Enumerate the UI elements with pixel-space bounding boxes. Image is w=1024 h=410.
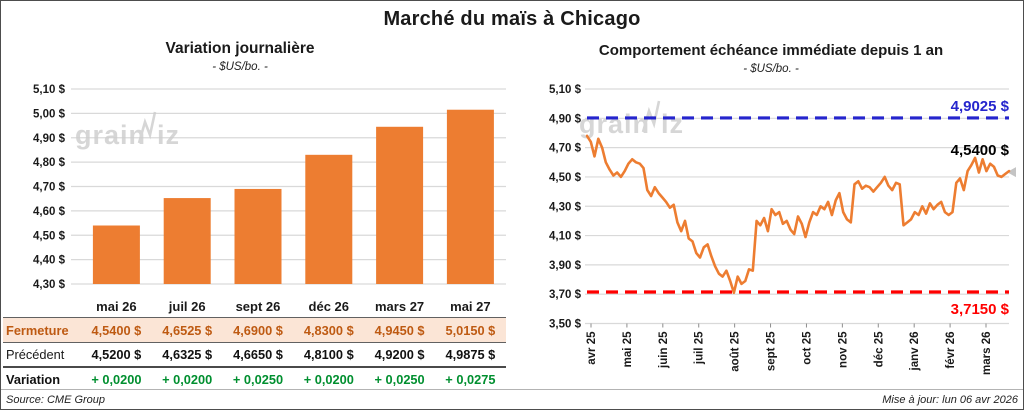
table-cell: 4,5400 $ (91, 322, 142, 338)
svg-text:grain: grain (75, 120, 146, 150)
column-header: mai 27 (450, 298, 491, 314)
svg-text:4,9025 $: 4,9025 $ (951, 98, 1010, 115)
svg-text:sept 25: sept 25 (766, 331, 778, 371)
table-cell: + 0,0200 (91, 372, 142, 387)
svg-text:4,5400 $: 4,5400 $ (951, 142, 1010, 159)
table-cell: 4,6525 $ (162, 322, 213, 338)
svg-text:févr 26: févr 26 (945, 332, 957, 369)
svg-text:4,90 $: 4,90 $ (33, 133, 66, 145)
table-cell: 4,6650 $ (233, 347, 283, 362)
svg-text:janv 26: janv 26 (909, 332, 921, 372)
svg-text:5,00 $: 5,00 $ (33, 108, 66, 120)
update-note: Mise à jour: lun 06 avr 2026 (882, 394, 1018, 406)
row-label: Fermeture (6, 322, 69, 338)
bar-chart: 4,30 $ 4,40 $ 4,50 $ 4,60 $ 4,70 $ 4,80 $ 4,90… (33, 84, 506, 291)
svg-text:août 25: août 25 (730, 331, 742, 372)
table-cell: 4,6325 $ (162, 347, 213, 362)
svg-text:3,70 $: 3,70 $ (549, 289, 582, 301)
column-header: sept 26 (235, 298, 281, 314)
svg-text:4,70 $: 4,70 $ (549, 143, 582, 155)
table-cell: 5,0150 $ (445, 322, 496, 338)
table-cell: + 0,0200 (303, 372, 354, 387)
column-header: juil 26 (168, 298, 206, 314)
row-label: Précédent (6, 347, 65, 362)
table-row-precedent: Précédent 4,5200 $ 4,6325 $ 4,6650 $ 4,8… (3, 343, 506, 368)
table-row-variation: Variation + 0,0200 + 0,0200 + 0,0250 + 0… (3, 368, 506, 391)
svg-text:4,70 $: 4,70 $ (33, 182, 66, 194)
svg-text:5,10 $: 5,10 $ (549, 84, 582, 96)
svg-text:4,50 $: 4,50 $ (549, 172, 582, 184)
table-cell: 4,9875 $ (445, 347, 496, 362)
table-cell: + 0,0250 (232, 372, 284, 387)
svg-text:juin 25: juin 25 (658, 331, 670, 369)
svg-text:grain: grain (579, 109, 650, 139)
line-chart-subtitle: - $US/bo. - (743, 63, 799, 75)
svg-text:3,7150 $: 3,7150 $ (951, 301, 1010, 318)
svg-text:iz: iz (157, 120, 180, 150)
svg-text:nov 25: nov 25 (837, 331, 849, 368)
table-cell: 4,6900 $ (233, 322, 283, 338)
svg-text:mai 25: mai 25 (622, 331, 634, 367)
svg-text:iz: iz (661, 109, 684, 139)
table-cell: + 0,0200 (162, 372, 213, 387)
svg-text:4,30 $: 4,30 $ (33, 279, 66, 291)
svg-text:4,80 $: 4,80 $ (33, 157, 66, 169)
svg-text:avr 25: avr 25 (586, 331, 598, 365)
table-header-row: mai 26 juil 26 sept 26 déc 26 mars 27 ma… (3, 295, 506, 317)
bar-chart-title: Variation journalière (165, 40, 315, 57)
svg-text:3,90 $: 3,90 $ (549, 260, 582, 272)
table-row-fermeture: Fermeture 4,5400 $ 4,6525 $ 4,6900 $ 4,8… (3, 317, 506, 343)
source-note: Source: CME Group (6, 394, 106, 406)
table-cell: 4,9450 $ (374, 322, 425, 338)
table-cell: 4,5200 $ (91, 347, 142, 362)
page-title: Marché du maïs à Chicago (383, 8, 641, 30)
line-chart-title: Comportement échéance immédiate depuis 1… (598, 42, 944, 59)
bar-chart-subtitle: - $US/bo. - (212, 61, 268, 73)
svg-text:4,90 $: 4,90 $ (549, 113, 582, 125)
column-header: mai 26 (96, 298, 137, 314)
column-header: mars 27 (375, 298, 425, 314)
line-chart: 3,50 $ 3,70 $ 3,90 $ 4,10 $ 4,30 $ 4,50 $ 4,70… (549, 84, 1016, 375)
table-cell: + 0,0250 (374, 372, 425, 387)
svg-text:5,10 $: 5,10 $ (33, 84, 66, 96)
svg-text:oct 25: oct 25 (801, 331, 813, 365)
svg-text:mars 26: mars 26 (981, 332, 993, 375)
table-cell: 4,8100 $ (303, 347, 354, 362)
column-header: déc 26 (308, 298, 350, 314)
svg-text:4,30 $: 4,30 $ (549, 201, 582, 213)
table-cell: 4,8300 $ (303, 322, 354, 338)
table-cell: + 0,0275 (445, 372, 496, 387)
futures-table: mai 26 juil 26 sept 26 déc 26 mars 27 ma… (3, 295, 506, 391)
grainwiz-watermark: grain iz (75, 111, 180, 150)
svg-text:déc 25: déc 25 (873, 331, 885, 367)
svg-text:juil 25: juil 25 (694, 331, 706, 365)
table-cell: 4,9200 $ (374, 347, 425, 362)
svg-text:4,60 $: 4,60 $ (33, 206, 66, 218)
row-label: Variation (6, 372, 61, 387)
grainwiz-watermark: grain iz (579, 100, 684, 139)
svg-text:3,50 $: 3,50 $ (549, 319, 582, 331)
svg-text:4,40 $: 4,40 $ (33, 255, 66, 267)
svg-text:4,10 $: 4,10 $ (549, 231, 582, 243)
footer-bar: Source: CME Group Mise à jour: lun 06 av… (1, 389, 1023, 409)
svg-text:4,50 $: 4,50 $ (33, 230, 66, 242)
